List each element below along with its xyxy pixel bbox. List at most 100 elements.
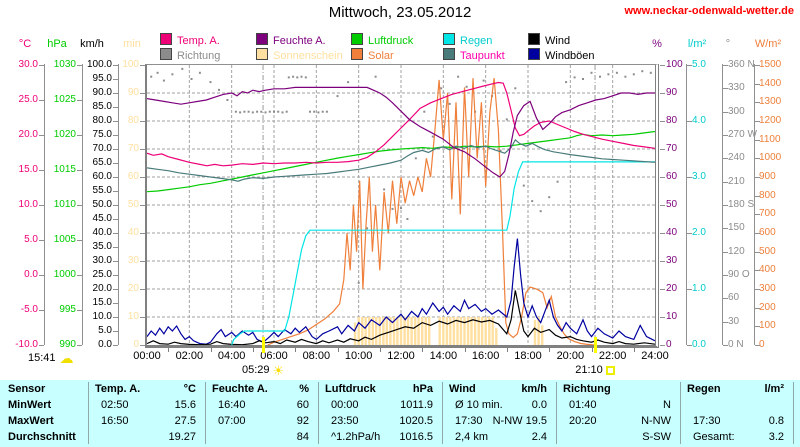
axis-tick-hpa: 1020 [53, 129, 76, 140]
table-cell-value: 0.8 [768, 415, 784, 427]
axis-tick-pct: 30 [666, 255, 678, 266]
table-divider [205, 382, 206, 444]
table-cell-time: 16:40 [218, 399, 246, 411]
axis-tickmark-min [140, 177, 145, 178]
axis-tick-pct: 90 [666, 87, 678, 98]
axis-tickmark-hpa [77, 205, 82, 206]
sunset-marker [594, 337, 598, 353]
axis-tick-hpa: 1000 [53, 269, 76, 280]
table-col-unit-regen: l/m² [764, 383, 784, 395]
axis-tickmark-hpa [77, 65, 82, 66]
axis-tick-hpa: 1025 [53, 94, 76, 105]
axis-tick-temp: 30.0 [18, 59, 38, 70]
summary-table: Sensor MinWert MaxWert Durchschnitt Temp. A.… [0, 380, 800, 447]
axis-tick-temp: 0.0 [24, 269, 38, 280]
axis-tickmark-dir [723, 205, 728, 206]
axis-tickmark-kmh [113, 163, 118, 164]
axis-tick-dir: 240 [728, 152, 745, 164]
legend-item-wind: Wind [528, 33, 570, 47]
axis-tickmark-temp [39, 100, 44, 101]
table-cell-value: 1020.5 [399, 415, 433, 427]
axis-tickmark-wm2 [755, 102, 760, 104]
x-axis-hour-tick [633, 348, 635, 352]
axis-tick-dir: 120 [728, 245, 745, 257]
axis-tickmark-min [140, 149, 145, 150]
axis-tick-hpa: 1015 [53, 164, 76, 175]
axis-tickmark-temp [39, 65, 44, 66]
axis-tickmark-kmh [113, 65, 118, 66]
series-taupunkt [147, 138, 655, 182]
x-axis-hour-tick [422, 348, 424, 352]
axis-tickmark-kmh [113, 135, 118, 136]
table-cell-value: 3.2 [768, 431, 784, 443]
axis-tick-kmh: 50.0 [92, 199, 112, 210]
axis-tickmark-kmh [113, 233, 118, 234]
x-axis-tick: 08:00 [302, 350, 331, 362]
table-row-label: MinWert [8, 399, 52, 411]
axis-tick-lm2: 2.0 [692, 227, 706, 238]
sonnenschein-swatch [256, 48, 268, 60]
axis-tickmark-lm2 [687, 65, 692, 66]
axis-tick-temp: 20.0 [18, 129, 38, 140]
axis-tick-wm2: 1400 [759, 77, 782, 89]
sunset-time: 21:10 [575, 364, 603, 376]
axis-tick-wm2: 1500 [759, 59, 782, 70]
table-cell-time: 17:30 [693, 415, 721, 427]
axis-tick-wm2: 900 [759, 171, 776, 182]
axis-tickmark-kmh [113, 79, 118, 80]
x-axis-tick: 14:00 [429, 350, 458, 362]
x-axis-hour-tick [210, 348, 212, 352]
axis-tickmark-pct [660, 317, 665, 318]
axis-tickmark-kmh [113, 289, 118, 290]
axis-tick-kmh: 0.0 [98, 339, 112, 350]
table-row-label: Durchschnitt [8, 431, 76, 443]
moon-time-info: 15:41 ☁ [28, 351, 74, 365]
x-axis-tick: 18:00 [514, 350, 542, 362]
windb-en-swatch [528, 48, 540, 60]
axis-tick-lm2: 1.0 [692, 283, 706, 294]
axis-tickmark-kmh [113, 345, 118, 346]
luftdruck-swatch [351, 33, 363, 45]
axis-tick-lm2: 4.0 [692, 115, 706, 126]
axis-tick-lm2: 5.0 [692, 59, 706, 70]
axis-tickmark-wm2 [755, 139, 760, 141]
site-url-link[interactable]: www.neckar-odenwald-wetter.de [624, 5, 794, 17]
axis-tickmark-hpa [77, 240, 82, 241]
axis-tick-min: 60 [127, 171, 139, 182]
axis-tick-wm2: 600 [759, 227, 776, 238]
axis-tickmark-hpa [77, 345, 82, 346]
axis-tickmark-dir [723, 321, 728, 323]
axis-tick-wm2: 300 [759, 283, 776, 294]
axis-spine-hpa [82, 64, 83, 345]
x-axis-hour-tick [168, 348, 170, 352]
axis-spine-dir [722, 64, 723, 345]
axis-tickmark-pct [660, 233, 665, 234]
axis-tickmark-lm2 [687, 121, 692, 122]
axis-tick-temp: -5.0 [20, 304, 38, 315]
table-cell-value: S-SW [642, 431, 671, 443]
table-cell-time: 16:50 [101, 415, 129, 427]
axis-tickmark-min [140, 317, 145, 318]
axis-tick-pct: 70 [666, 143, 678, 154]
axis-tickmark-min [140, 121, 145, 122]
legend-item-feuchte-a: Feuchte A. [256, 33, 326, 47]
table-divider [680, 382, 681, 444]
axis-tickmark-dir [723, 111, 728, 113]
axis-tickmark-kmh [113, 275, 118, 276]
axis-tickmark-min [140, 345, 145, 346]
axis-tick-wm2: 1300 [759, 96, 782, 108]
axis-tick-dir: 330 [728, 82, 745, 94]
axis-tickmark-min [140, 261, 145, 262]
axis-tick-kmh: 20.0 [92, 283, 112, 294]
axis-tickmark-temp [39, 205, 44, 206]
axis-tick-hpa: 1005 [53, 234, 76, 245]
plot-area [145, 64, 659, 348]
legend-item-solar: Solar [351, 48, 394, 62]
windb-en-label: Windböen [545, 50, 595, 62]
axis-tick-kmh: 15.0 [92, 297, 112, 308]
table-divider [88, 382, 89, 444]
axis-tick-hpa: 995 [59, 304, 76, 315]
axis-tickmark-lm2 [687, 345, 692, 346]
axis-tickmark-kmh [113, 303, 118, 304]
axis-tickmark-hpa [77, 310, 82, 311]
